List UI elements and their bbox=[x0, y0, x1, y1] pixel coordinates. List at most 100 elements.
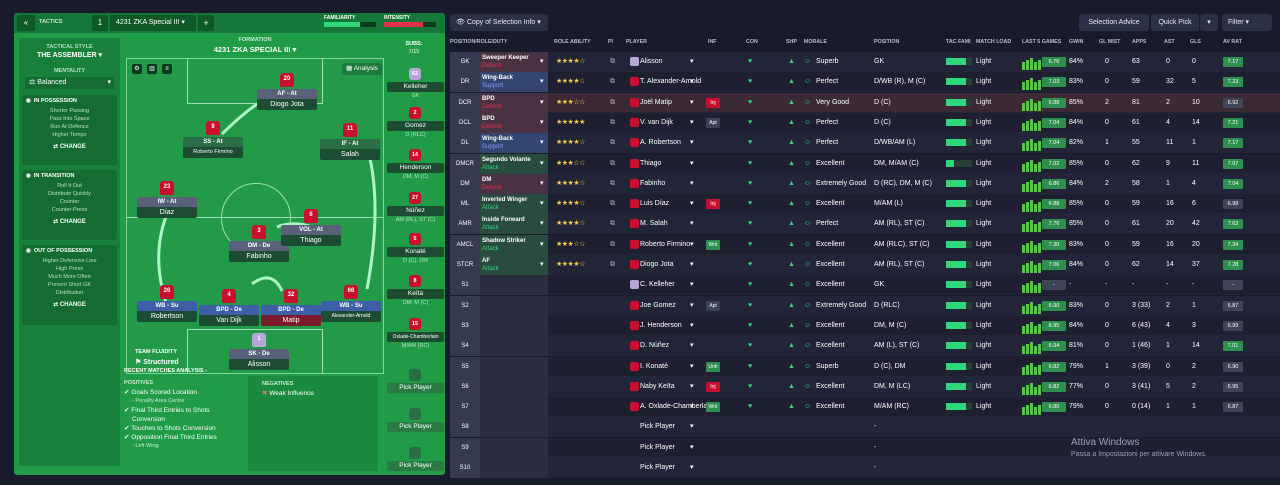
chevron-down-icon[interactable]: ▾ bbox=[690, 362, 694, 370]
chevron-down-icon[interactable]: ▾ bbox=[690, 240, 694, 248]
role-duty[interactable]: BPD Defend bbox=[480, 112, 548, 133]
collapse-icon[interactable]: « bbox=[17, 15, 35, 31]
table-row[interactable]: DL Wing-Back Support ▾ ★★★★☆ ⧉ A. Robertson ▾ ♥ ▲… bbox=[450, 133, 1280, 154]
role-duty[interactable]: Wing-Back Support bbox=[480, 133, 548, 154]
role-duty[interactable]: Inverted Winger Attack bbox=[480, 194, 548, 215]
role-duty[interactable]: Segundo Volante Attack bbox=[480, 153, 548, 174]
table-row[interactable]: S6 Naby Keïta ▾ Inj ♥ ▲ ☺ Excellent DM, M (LC) Li… bbox=[450, 376, 1280, 397]
pi-icon[interactable]: ⧉ bbox=[610, 159, 615, 167]
chevron-down-icon[interactable]: ▾ bbox=[690, 139, 694, 147]
table-row[interactable]: DR Wing-Back Support ▾ ★★★★☆ ⧉ T. Alexander-Ar… bbox=[450, 72, 1280, 93]
tactic-selector[interactable]: 4231 ZKA Special III ▾ bbox=[110, 15, 196, 31]
role-duty[interactable]: AF Attack bbox=[480, 255, 548, 275]
pi-icon[interactable]: ⧉ bbox=[610, 139, 615, 147]
role-duty[interactable] bbox=[480, 397, 548, 418]
col-gls[interactable]: GLS bbox=[1190, 39, 1201, 45]
table-row[interactable]: S2 Joe Gomez ▾ Apt ♥ ▲ ☺ Extremely Good D (RLC) L… bbox=[450, 295, 1280, 316]
role-duty[interactable] bbox=[480, 417, 548, 438]
role-duty[interactable]: BPD Defend bbox=[480, 92, 548, 113]
col-last-5-games[interactable]: LAST 5 GAMES bbox=[1022, 39, 1062, 45]
chevron-down-icon[interactable]: ▾ bbox=[690, 281, 694, 289]
col-tac-fami[interactable]: TAC FAMI bbox=[946, 39, 971, 45]
player-name[interactable]: D. Núñez bbox=[640, 342, 670, 350]
filter-button[interactable]: Filter ▾ bbox=[1222, 14, 1272, 31]
chevron-down-icon[interactable]: ▾ bbox=[690, 179, 694, 187]
player-name[interactable]: Naby Keïta bbox=[640, 382, 675, 390]
chevron-down-icon[interactable]: ▾ bbox=[540, 240, 544, 248]
change-in-transition-button[interactable]: ⇄ CHANGE bbox=[22, 218, 117, 225]
col-position-role-duty[interactable]: POSITION/ROLE/DUTY bbox=[450, 39, 508, 45]
col-role-ability[interactable]: ROLE ABILITY bbox=[554, 39, 591, 45]
role-duty[interactable]: Wing-Back Support bbox=[480, 72, 548, 93]
role-duty[interactable]: Shadow Striker Attack bbox=[480, 234, 548, 255]
selection-advice-button[interactable]: Selection Advice bbox=[1079, 14, 1149, 31]
col-player[interactable]: PLAYER bbox=[626, 39, 647, 45]
formation-selector[interactable]: 4231 ZKA SPECIAL III ▾ bbox=[213, 45, 297, 54]
col-apps[interactable]: APPS bbox=[1132, 39, 1147, 45]
chevron-down-icon[interactable]: ▾ bbox=[690, 98, 694, 106]
mentality-selector[interactable]: ⚖ Balanced ▾ bbox=[25, 77, 114, 89]
role-duty[interactable] bbox=[480, 458, 548, 478]
chevron-down-icon[interactable]: ▾ bbox=[690, 464, 694, 471]
chevron-down-icon[interactable]: ▾ bbox=[540, 200, 544, 208]
col-shp[interactable]: SHP bbox=[786, 39, 797, 45]
chevron-down-icon[interactable]: ▾ bbox=[690, 118, 694, 126]
player-name[interactable]: C. Kelleher bbox=[640, 281, 675, 289]
col-gl-mist[interactable]: GL MIST bbox=[1099, 39, 1121, 45]
col-pi[interactable]: PI bbox=[608, 39, 614, 45]
table-row[interactable]: STCR AF Attack ▾ ★★★★☆ ⧉ Diogo Jota ▾ ♥ ▲ ☺ Excelle… bbox=[450, 255, 1280, 275]
chevron-down-icon[interactable]: ▾ bbox=[690, 382, 694, 390]
role-duty[interactable] bbox=[480, 295, 548, 316]
analysis-button[interactable]: ▦ Analysis bbox=[342, 63, 382, 75]
player-name[interactable]: I. Konaté bbox=[640, 362, 669, 370]
pi-icon[interactable]: ⧉ bbox=[610, 78, 615, 86]
role-duty[interactable] bbox=[480, 315, 548, 336]
player-name[interactable]: Joël Matip bbox=[640, 98, 672, 106]
player-name[interactable]: M. Salah bbox=[640, 220, 668, 228]
add-tactic-button[interactable]: + bbox=[198, 15, 214, 31]
table-row[interactable]: S5 I. Konaté ▾ Unh ♥ ▲ ☺ Superb D (C), DM Light 6.… bbox=[450, 356, 1280, 377]
change-in-possession-button[interactable]: ⇄ CHANGE bbox=[22, 143, 117, 150]
pi-icon[interactable]: ⧉ bbox=[610, 118, 615, 126]
chevron-down-icon[interactable]: ▾ bbox=[690, 342, 694, 350]
player-name[interactable]: Pick Player bbox=[640, 464, 676, 471]
chevron-down-icon[interactable]: ▾ bbox=[540, 98, 544, 106]
table-row[interactable]: S1 C. Kelleher ▾ ♥ ▲ ☺ Excellent GK Light - - - - - - - bbox=[450, 275, 1280, 296]
table-row[interactable]: AMR Inside Forward Attack ▾ ★★★★☆ ⧉ M. Salah ▾ ♥… bbox=[450, 214, 1280, 235]
table-row[interactable]: DCR BPD Defend ▾ ★★★☆☆ ⧉ Joël Matip ▾ Inj ♥ ▲ ☺ Very… bbox=[450, 92, 1280, 113]
chevron-down-icon[interactable]: ▾ bbox=[540, 139, 544, 147]
chevron-down-icon[interactable]: ▾ bbox=[540, 159, 544, 167]
recent-matches-link[interactable]: RECENT MATCHES ANALYSIS › bbox=[124, 368, 207, 374]
role-duty[interactable]: DM Defend bbox=[480, 173, 548, 194]
quick-pick-button[interactable]: Quick Pick bbox=[1151, 14, 1199, 31]
player-name[interactable]: Thiago bbox=[640, 159, 662, 167]
player-name[interactable]: J. Henderson bbox=[640, 321, 682, 329]
table-row[interactable]: S7 A. Oxlade-Chamberlain ▾ Wnt ♥ ▲ ☺ Excellent M… bbox=[450, 397, 1280, 418]
table-row[interactable]: S10 Pick Player ▾ - bbox=[450, 458, 1280, 478]
chevron-down-icon[interactable]: ▾ bbox=[690, 261, 694, 268]
col-inf[interactable]: INF bbox=[708, 39, 717, 45]
chevron-down-icon[interactable]: ▾ bbox=[690, 403, 694, 411]
player-name[interactable]: Alisson bbox=[640, 58, 663, 65]
tactic-slot[interactable]: 1 bbox=[92, 15, 108, 31]
player-name[interactable]: Pick Player bbox=[640, 423, 676, 431]
chevron-down-icon[interactable]: ▾ bbox=[540, 220, 544, 228]
table-row[interactable]: AMCL Shadow Striker Attack ▾ ★★★☆☆ ⧉ Roberto F… bbox=[450, 234, 1280, 255]
col-position[interactable]: POSITION bbox=[874, 39, 900, 45]
copy-selection-info-button[interactable]: 👁 Copy of Selection Info ▾ bbox=[450, 14, 548, 31]
chevron-down-icon[interactable]: ▾ bbox=[540, 58, 544, 65]
pi-icon[interactable]: ⧉ bbox=[610, 200, 615, 208]
chevron-down-icon[interactable]: ▾ bbox=[690, 220, 694, 228]
pi-icon[interactable]: ⧉ bbox=[610, 58, 615, 65]
role-duty[interactable] bbox=[480, 437, 548, 458]
chevron-down-icon[interactable]: ▾ bbox=[540, 179, 544, 187]
table-row[interactable]: DCL BPD Defend ▾ ★★★★★ ⧉ V. van Dijk ▾ Apt ♥ ▲ ☺ Per… bbox=[450, 112, 1280, 133]
list-icon[interactable]: ≡ bbox=[162, 64, 172, 74]
role-duty[interactable] bbox=[480, 356, 548, 377]
chevron-down-icon[interactable]: ▾ bbox=[540, 261, 544, 268]
chevron-down-icon[interactable]: ▾ bbox=[690, 159, 694, 167]
col-ast[interactable]: AST bbox=[1164, 39, 1175, 45]
col-av-rat[interactable]: AV RAT bbox=[1223, 39, 1242, 45]
chevron-down-icon[interactable]: ▾ bbox=[690, 200, 694, 208]
pi-icon[interactable]: ⧉ bbox=[610, 261, 615, 268]
